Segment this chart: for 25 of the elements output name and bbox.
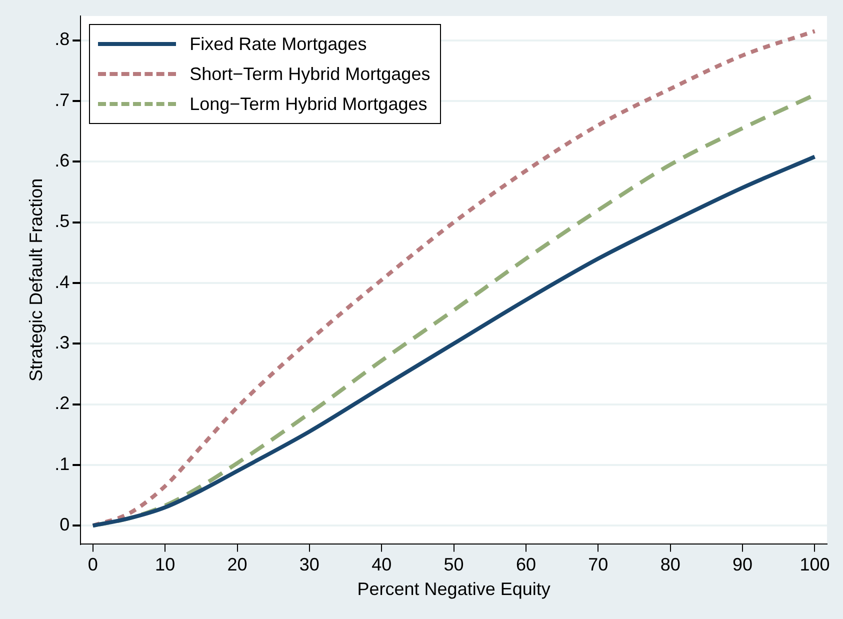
x-tick-label: 70 xyxy=(588,554,608,575)
x-axis-title: Percent Negative Equity xyxy=(357,579,550,600)
x-tick-label: 10 xyxy=(155,554,176,575)
y-tick-label: .5 xyxy=(54,211,70,232)
y-tick-label: .6 xyxy=(54,150,70,171)
legend-label: Short−Term Hybrid Mortgages xyxy=(190,64,430,84)
x-tick-label: 100 xyxy=(800,554,830,575)
x-tick-label: 90 xyxy=(732,554,753,575)
y-tick-label: .2 xyxy=(54,393,70,414)
legend-label: Long−Term Hybrid Mortgages xyxy=(190,94,428,114)
x-tick-label: 0 xyxy=(88,554,98,575)
x-tick-label: 30 xyxy=(299,554,320,575)
x-tick-label: 60 xyxy=(516,554,536,575)
y-tick-label: .7 xyxy=(54,90,70,110)
x-tick-label: 40 xyxy=(372,554,392,575)
x-tick-label: 20 xyxy=(227,554,248,575)
y-tick-label: .8 xyxy=(54,29,70,50)
x-tick-label: 80 xyxy=(660,554,680,575)
y-tick-label: .1 xyxy=(54,454,70,474)
y-tick-label: .3 xyxy=(54,332,70,353)
y-tick-label: .4 xyxy=(54,272,70,292)
x-tick-label: 50 xyxy=(444,554,464,575)
y-tick-label: 0 xyxy=(60,514,70,535)
y-axis-title: Strategic Default Fraction xyxy=(26,178,46,382)
legend-label: Fixed Rate Mortgages xyxy=(190,34,367,54)
